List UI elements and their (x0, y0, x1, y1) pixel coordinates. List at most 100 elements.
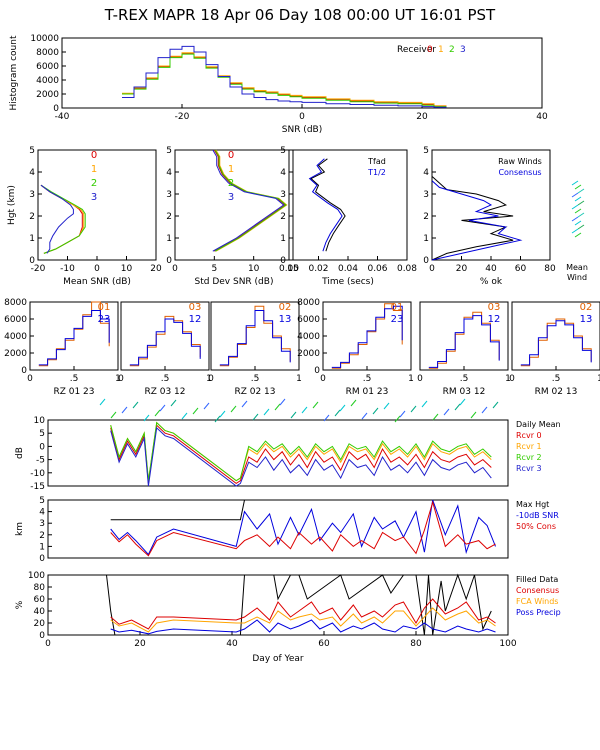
rm_02_13-xtick-label: 0 (509, 374, 515, 384)
daily_db-ytick-label: 10 (34, 416, 46, 426)
daily_db-legend-Rcvr-1: Rcvr 1 (516, 442, 542, 451)
pct_panel-xtick-label: 80 (410, 639, 422, 649)
histogram-series-3 (122, 45, 447, 108)
rz_03_12-xtick-label: 1 (206, 374, 212, 384)
pct_panel-xlabel: Day of Year (252, 654, 304, 664)
std_snr-xtick-label: 10 (248, 264, 260, 274)
rm_02_13-xlabel: RM 02 13 (535, 387, 578, 397)
pct_panel-xtick-label: 40 (226, 639, 238, 649)
rm_03_12-xtick-label: 0 (417, 374, 423, 384)
daily-wind-barb (274, 403, 281, 411)
height_km-ytick-label: 1 (39, 542, 45, 552)
mean_snr-ytick-label: 0 (29, 256, 35, 266)
time-legend-T1/2: T1/2 (367, 168, 386, 177)
daily_db-series-Rcvr-2 (110, 421, 492, 482)
rm_01_23-ytick-label: 0 (314, 366, 320, 376)
daily_db-series-Rcvr-0 (110, 424, 492, 485)
std_snr-xtick-label: 0 (172, 264, 178, 274)
rz_01_23-legend-23: 23 (98, 314, 111, 325)
daily-wind-barb (443, 408, 450, 416)
rm_03_12-xlabel: RM 03 12 (443, 387, 486, 397)
histogram-ytick-label: 10000 (30, 34, 59, 44)
pct_panel-series-Poss-Precip (110, 619, 496, 635)
mean-wind-barb (577, 212, 585, 218)
pct_ok-xtick-label: 60 (515, 264, 527, 274)
std_snr-xtick-label: 5 (211, 264, 217, 274)
mean-wind-barb (574, 196, 582, 202)
pct_panel-legend-Filled-Data: Filled Data (516, 575, 558, 584)
pct_ok-ytick-label: 4 (423, 168, 429, 178)
mean_snr-series-2 (40, 184, 86, 254)
mean-wind-barb (574, 220, 582, 226)
pct_panel-series-Filled-Data (106, 573, 492, 636)
daily_db-ytick-label: 5 (39, 429, 45, 439)
rz_01_23-xtick-label: .5 (70, 374, 79, 384)
daily_db-legend-Rcvr-0: Rcvr 0 (516, 431, 542, 440)
pct_panel-ytick-label: 80 (34, 583, 46, 593)
rm_01_23-ytick-label: 4000 (297, 332, 320, 342)
mean_snr-series-0 (40, 184, 83, 254)
pct_ok-xtick-label: 20 (456, 264, 468, 274)
pct_panel-ytick-label: 20 (34, 619, 46, 629)
daily-wind-barb (459, 398, 466, 406)
pct_panel-ytick-label: 100 (28, 571, 45, 581)
rm_02_13-xtick-label: .5 (552, 374, 561, 384)
rm_01_23-xlabel: RM 01 23 (346, 387, 389, 397)
rz_02_13-xtick-label: 0 (208, 374, 214, 384)
daily_db-ytick-label: -5 (36, 456, 45, 466)
height_km-legend-50-Cons: 50% Cons (516, 522, 556, 531)
daily-wind-barb (263, 408, 270, 416)
std_snr-legend-2: 2 (228, 178, 234, 189)
height_km-series-Max-Hgt (110, 499, 496, 521)
pct_panel-series-FCA-Winds (110, 607, 496, 633)
rz_01_23-xlabel: RZ 01 23 (53, 387, 94, 397)
daily_db-series-Rcvr-3 (110, 426, 492, 487)
rz_03_12-series-12 (129, 318, 201, 366)
daily-wind-barb (290, 411, 297, 419)
histogram-ylabel: Histogram count (9, 35, 19, 110)
pct_panel-xtick-label: 100 (499, 639, 516, 649)
rz_01_23-ytick-label: 2000 (4, 349, 27, 359)
mean-wind-barb (574, 232, 582, 238)
histogram-series-1 (122, 52, 447, 108)
mean-wind-barb (571, 180, 579, 186)
histogram-legend-3: 3 (460, 45, 466, 55)
time-ytick-label: 0 (280, 256, 286, 266)
std_snr-ytick-label: 3 (166, 190, 172, 200)
time-xlabel: Time (secs) (321, 277, 374, 287)
daily-wind-barb (181, 412, 188, 420)
pct_ok-xlabel: % ok (480, 277, 503, 287)
rz_01_23-ytick-label: 6000 (4, 315, 27, 325)
pct_panel-ylabel: % (15, 600, 25, 609)
daily-wind-barb (339, 404, 346, 412)
rm_03_12-series-12 (428, 315, 500, 368)
daily-wind-barb (279, 398, 286, 406)
mean_snr-xtick-label: -10 (60, 264, 75, 274)
pct_ok-ytick-label: 2 (423, 212, 429, 222)
daily_db-frame (47, 419, 509, 487)
height_km-legend-Max-Hgt: Max Hgt (516, 500, 549, 509)
rz_01_23-series-23 (38, 310, 110, 366)
daily-wind-barb (219, 410, 226, 418)
histogram-legend-1: 1 (438, 45, 444, 55)
rm_02_13-series-13 (520, 320, 592, 366)
histogram-ytick-label: 2000 (36, 90, 59, 100)
pct_panel-ytick-label: 60 (34, 595, 46, 605)
pct_ok-legend-Raw Winds: Raw Winds (498, 157, 542, 166)
height_km-series-50-Cons (110, 500, 496, 557)
mean-wind-label: Wind (567, 273, 587, 282)
rm_02_13-xtick-label: 1 (597, 374, 600, 384)
daily-wind-barb (399, 410, 406, 418)
std_snr-ytick-label: 5 (166, 146, 172, 156)
daily_db-legend-Rcvr-3: Rcvr 3 (516, 464, 542, 473)
time-xtick-label: 0.06 (367, 264, 387, 274)
mean-wind-barb (571, 192, 579, 198)
rz_02_13-series-13 (219, 310, 291, 366)
daily-wind-barb (230, 405, 237, 413)
daily-wind-barb (159, 404, 166, 412)
daily-wind-barb (421, 400, 428, 408)
std_snr-frame (174, 149, 294, 261)
daily-wind-barb (203, 402, 210, 410)
rz_03_12-legend-03: 03 (189, 302, 202, 313)
daily-wind-barb (372, 407, 379, 415)
